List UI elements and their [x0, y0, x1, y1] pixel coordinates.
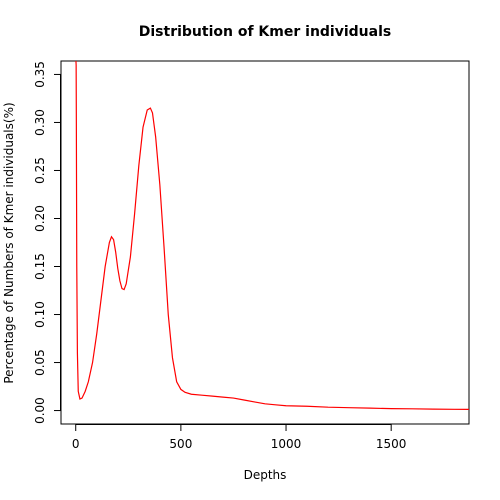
chart-title: Distribution of Kmer individuals: [139, 24, 391, 40]
x-tick-label: 1000: [271, 437, 302, 451]
x-axis: 0 500 1000 1500: [72, 424, 407, 451]
y-axis: 0.00 0.05 0.10 0.15 0.20 0.25 0.30 0.35: [33, 61, 61, 424]
y-axis-label: Percentage of Numbers of Kmer individual…: [2, 102, 16, 383]
y-tick-label: 0.35: [33, 61, 47, 88]
y-tick-label: 0.05: [33, 349, 47, 376]
y-tick-label: 0.15: [33, 253, 47, 280]
x-axis-label: Depths: [244, 468, 287, 482]
x-tick-label: 500: [169, 437, 192, 451]
y-tick-label: 0.10: [33, 301, 47, 328]
kmer-series-line: [75, 61, 469, 410]
y-tick-label: 0.20: [33, 205, 47, 232]
y-tick-label: 0.00: [33, 397, 47, 424]
y-tick-label: 0.30: [33, 109, 47, 136]
x-tick-label: 1500: [376, 437, 407, 451]
x-tick-label: 0: [72, 437, 80, 451]
y-tick-label: 0.25: [33, 157, 47, 184]
